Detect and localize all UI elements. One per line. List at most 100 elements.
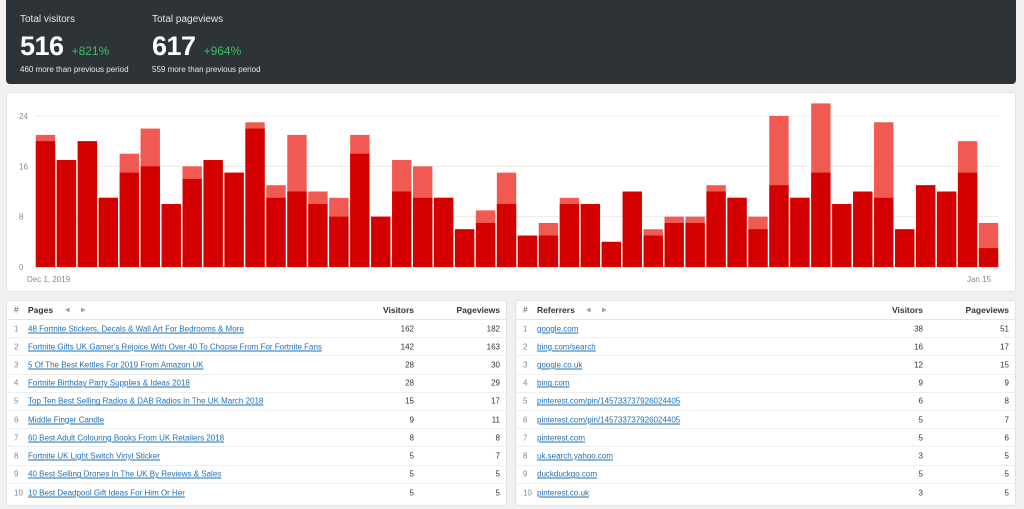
visitors-bar[interactable] [685,222,705,267]
row-link[interactable]: pinterest.co.uk [537,488,590,498]
row-link[interactable]: Middle Finger Candle [28,415,105,425]
visitors-bar[interactable] [308,204,328,267]
row-link[interactable]: Fortnite Birthday Party Supplies & Ideas… [28,378,190,388]
caret-left-icon[interactable]: ◀ [586,307,591,314]
row-index: 5 [523,396,528,406]
visitors-bar[interactable] [371,216,391,267]
table-row: 5 pinterest.com/pin/145733737926024405 6 8 [516,393,1015,411]
visitors-bar[interactable] [140,166,160,267]
row-link[interactable]: 5 Of The Best Kettles For 2019 From Amaz… [28,360,204,370]
visitors-bar[interactable] [245,128,265,267]
row-link[interactable]: 10 Best Deadpool Gift Ideas For Him Or H… [28,488,185,498]
visitors-bar[interactable] [727,197,747,267]
row-pageviews: 30 [491,360,500,370]
row-link[interactable]: uk.search.yahoo.com [537,451,614,461]
caret-right-icon[interactable]: ▶ [602,307,607,314]
visitors-bar[interactable] [413,197,433,267]
visitors-bar[interactable] [433,197,454,267]
visitors-bar[interactable] [580,204,601,267]
row-index: 7 [14,433,19,443]
visitors-bar[interactable] [224,172,244,268]
visitors-bar[interactable] [538,235,559,267]
visitors-bar[interactable] [957,172,978,268]
visitors-bar[interactable] [748,229,768,267]
visitors-bar[interactable] [496,204,517,267]
table-row: 3 google.co.uk 12 15 [516,356,1015,375]
visitors-bar[interactable] [559,204,580,267]
visitors-bar[interactable] [392,191,412,268]
visitors-bar[interactable] [601,241,621,267]
row-visitors: 6 [918,396,923,406]
visitors-bar[interactable] [161,204,181,267]
row-link[interactable]: pinterest.com/pin/145733737926024405 [537,396,681,406]
referrers-visitors-header[interactable]: Visitors [891,305,923,315]
visitors-bar[interactable] [35,141,56,267]
row-index: 10 [14,488,23,498]
visitors-bar[interactable] [454,229,475,267]
row-link[interactable]: duckduckgo.com [537,469,598,479]
pages-title: Pages [28,305,54,315]
row-link[interactable]: Fortnite UK Light Switch Vinyl Sticker [28,451,160,461]
visitors-bar[interactable] [622,191,642,268]
caret-right-icon[interactable]: ▶ [81,307,86,314]
visitors-bar[interactable] [517,235,538,267]
caret-left-icon[interactable]: ◀ [65,307,70,314]
traffic-chart: 0 8 16 24 Dec 1, 2019 Jan 15 [6,92,1016,292]
table-row: 4 Fortnite Birthday Party Supplies & Idea… [7,375,506,393]
row-link[interactable]: google.com [537,324,579,334]
visitors-bar[interactable] [98,197,119,267]
row-link[interactable]: 40 Best Selling Drones In The UK By Revi… [28,469,222,479]
visitors-bar[interactable] [664,222,684,267]
visitors-bar[interactable] [978,248,999,268]
visitors-bar[interactable] [119,172,139,268]
visitors-bar[interactable] [266,197,286,267]
visitors-bar[interactable] [329,216,349,267]
row-link[interactable]: 48 Fortnite Stickers, Decals & Wall Art … [28,324,244,334]
row-visitors: 9 [918,378,923,388]
row-index: 6 [14,415,19,425]
visitors-bar[interactable] [769,185,789,267]
row-index: 4 [14,378,19,388]
row-link[interactable]: bing.com/search [537,342,596,352]
visitors-bar[interactable] [915,185,936,267]
visitors-bar[interactable] [936,191,957,268]
row-visitors: 3 [918,488,923,498]
visitors-bar[interactable] [77,141,98,267]
visitors-bar[interactable] [287,191,307,268]
table-row: 6 pinterest.com/pin/145733737926024405 5 7 [516,411,1015,430]
visitors-bar[interactable] [643,235,663,267]
visitors-bar[interactable] [350,153,370,267]
visitors-bar[interactable] [56,160,77,267]
row-link[interactable]: pinterest.com/pin/145733737926024405 [537,415,681,425]
visitors-bar[interactable] [203,160,223,267]
row-link[interactable]: Fortnite Gifts UK Gamer's Rejoice With O… [28,342,322,352]
row-visitors: 5 [918,469,923,479]
pages-visitors-header[interactable]: Visitors [382,305,414,315]
row-link[interactable]: Top Ten Best Selling Radios & DAB Radios… [28,396,264,406]
referrers-pageviews-header[interactable]: Pageviews [965,305,1009,315]
visitors-bar[interactable] [182,178,202,267]
total-visitors-value: 516 [20,31,64,61]
row-link[interactable]: pinterest.com [537,433,586,443]
table-row: 4 bing.com 9 9 [516,375,1015,393]
row-index: 5 [14,396,19,406]
visitors-bar[interactable] [832,204,852,267]
visitors-bar[interactable] [790,197,810,267]
visitors-bar[interactable] [874,197,894,267]
row-link[interactable]: bing.com [537,378,570,388]
visitors-bar[interactable] [895,229,915,267]
row-index: 4 [523,378,528,388]
referrers-index-header: # [523,305,528,315]
visitors-bar[interactable] [811,172,831,268]
row-index: 3 [523,360,528,370]
pages-pageviews-header[interactable]: Pageviews [456,305,500,315]
visitors-bar[interactable] [706,191,726,268]
visitors-bar[interactable] [475,222,496,267]
visitors-bar[interactable] [853,191,873,268]
referrers-table-header: # Referrers ◀ ▶ Visitors Pageviews [516,301,1015,320]
row-index: 7 [523,433,528,443]
row-link[interactable]: 60 Best Adult Colouring Books From UK Re… [28,433,225,443]
pages-index-header: # [14,305,19,315]
row-link[interactable]: google.co.uk [537,360,583,370]
total-visitors-label: Total visitors [20,14,76,25]
